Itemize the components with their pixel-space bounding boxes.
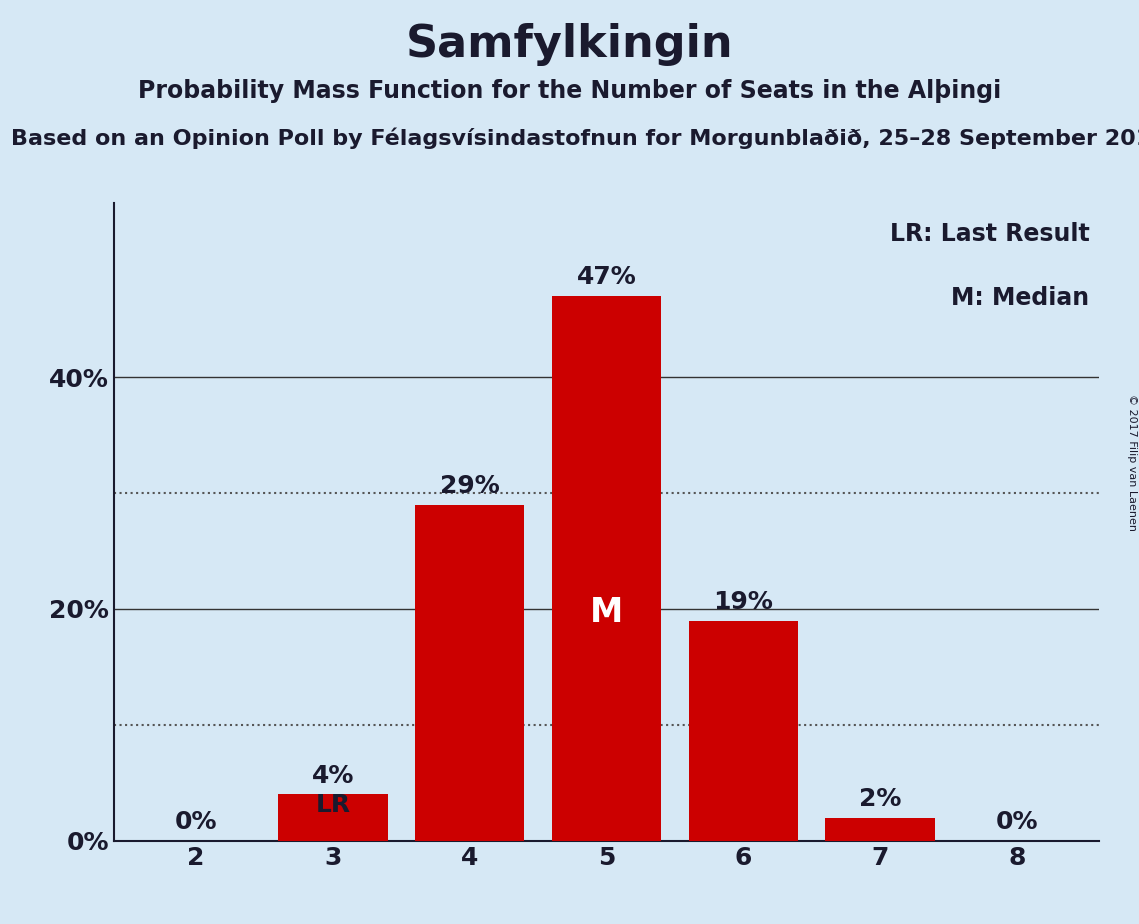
Text: © 2017 Filip van Laenen: © 2017 Filip van Laenen: [1126, 394, 1137, 530]
Bar: [689, 621, 798, 841]
Text: LR: LR: [316, 793, 351, 817]
Text: 0%: 0%: [174, 809, 218, 833]
Bar: [415, 505, 524, 841]
Text: 47%: 47%: [576, 265, 637, 289]
Text: M: M: [590, 595, 623, 628]
Bar: [551, 296, 662, 841]
Text: 19%: 19%: [713, 590, 773, 614]
Text: Samfylkingin: Samfylkingin: [405, 23, 734, 67]
Text: 4%: 4%: [312, 763, 354, 787]
Text: Based on an Opinion Poll by Félagsvísindastofnun for Morgunblaðið, 25–28 Septemb: Based on an Opinion Poll by Félagsvísind…: [11, 128, 1139, 149]
Text: LR: Last Result: LR: Last Result: [890, 223, 1089, 247]
Text: 0%: 0%: [995, 809, 1039, 833]
Text: 29%: 29%: [440, 474, 500, 498]
Bar: [826, 818, 935, 841]
Bar: [278, 795, 387, 841]
Text: Probability Mass Function for the Number of Seats in the Alþingi: Probability Mass Function for the Number…: [138, 79, 1001, 103]
Text: 2%: 2%: [859, 786, 901, 810]
Text: M: Median: M: Median: [951, 286, 1089, 310]
